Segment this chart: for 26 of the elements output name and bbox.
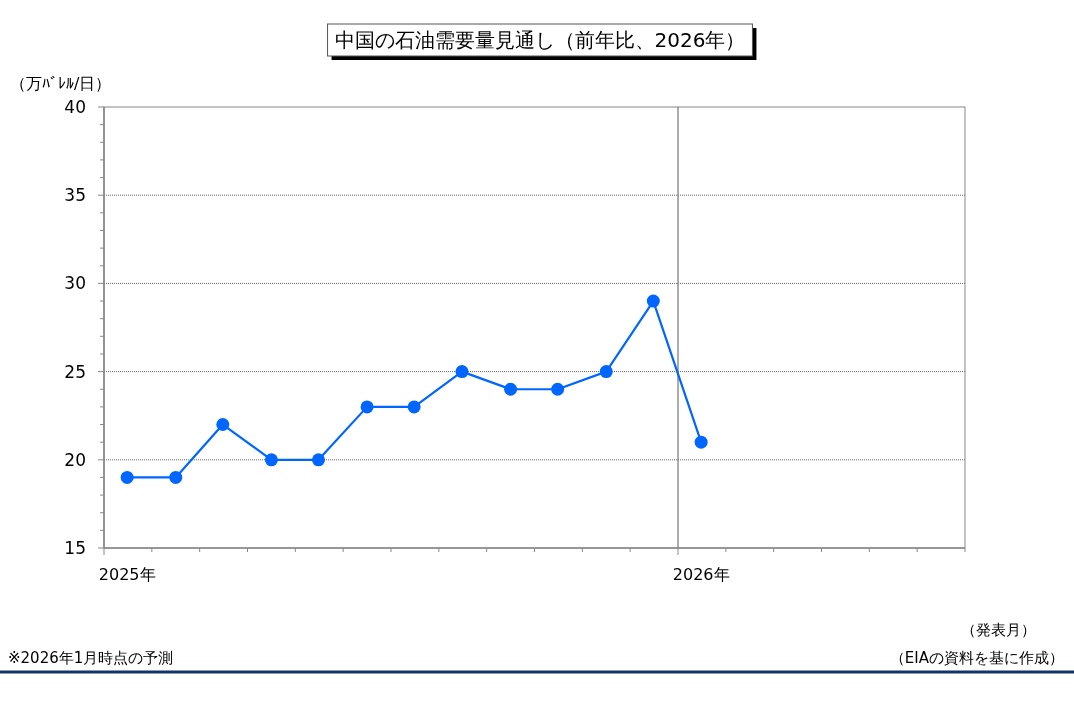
y-axis-title: （万ﾊﾞﾚﾙ/日） (10, 74, 112, 93)
y-tick-label: 40 (64, 97, 86, 117)
point (694, 435, 708, 449)
point (216, 418, 230, 432)
y-tick-label: 30 (64, 273, 86, 294)
point (360, 400, 374, 414)
point (120, 470, 134, 484)
point (599, 365, 613, 379)
point (264, 453, 278, 467)
x-tick-label: 2025年 (98, 565, 156, 584)
point (646, 294, 660, 308)
y-tick-label: 35 (64, 185, 86, 206)
point (455, 365, 469, 379)
y-tick-label: 15 (64, 538, 86, 558)
x-axis-title: （発表月） (961, 621, 1036, 639)
y-tick-label: 25 (64, 361, 86, 382)
point (407, 400, 421, 414)
x-tick-label: 2026年 (672, 565, 730, 584)
text: ※2026年1月時点の予測 (8, 649, 174, 667)
point (504, 382, 518, 396)
text: （EIAの資料を基に作成） (889, 649, 1064, 667)
chart-title: 中国の石油需要量見通し（前年比、2026年） (334, 28, 746, 52)
point (551, 382, 565, 396)
point (311, 453, 325, 467)
point (169, 470, 183, 484)
y-tick-label: 20 (64, 449, 86, 470)
